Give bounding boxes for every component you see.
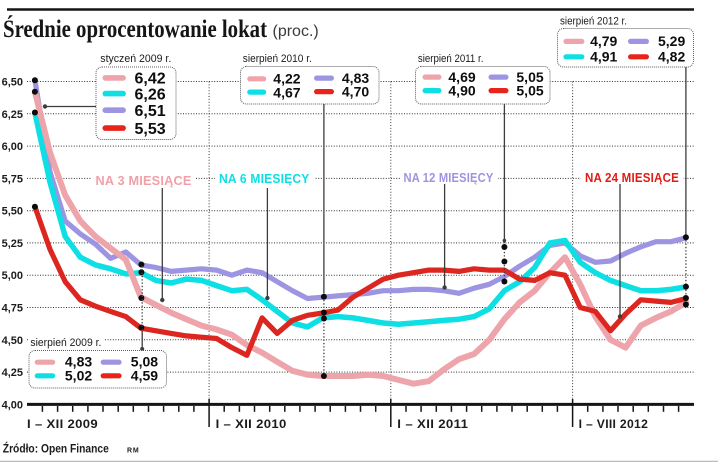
svg-text:5,00: 5,00 — [2, 270, 23, 282]
svg-text:5,75: 5,75 — [2, 173, 23, 185]
svg-text:6,26: 6,26 — [135, 87, 166, 104]
svg-text:4,22: 4,22 — [273, 71, 300, 87]
svg-text:4,90: 4,90 — [448, 83, 475, 99]
svg-text:4,59: 4,59 — [131, 368, 158, 384]
svg-text:4,69: 4,69 — [448, 69, 475, 85]
svg-text:6,51: 6,51 — [135, 103, 166, 120]
svg-text:5,50: 5,50 — [2, 206, 23, 218]
svg-text:Średnie oprocentowanie lokat: Średnie oprocentowanie lokat — [3, 15, 268, 43]
svg-text:5,05: 5,05 — [516, 69, 543, 85]
svg-text:NA 24 MIESIĄCE: NA 24 MIESIĄCE — [585, 171, 679, 185]
svg-text:sierpień 2010 r.: sierpień 2010 r. — [243, 53, 312, 65]
svg-text:I – XII 2009: I – XII 2009 — [27, 417, 98, 431]
svg-text:4,75: 4,75 — [2, 303, 23, 315]
svg-text:4,25: 4,25 — [2, 367, 23, 379]
svg-text:4,50: 4,50 — [2, 335, 23, 347]
svg-text:NA 12 MIESIĘCY: NA 12 MIESIĘCY — [404, 171, 494, 185]
svg-text:5,02: 5,02 — [65, 368, 92, 384]
svg-text:5,05: 5,05 — [516, 83, 543, 99]
svg-text:Źródło: Open Finance: Źródło: Open Finance — [3, 443, 109, 456]
svg-text:5,53: 5,53 — [135, 121, 166, 138]
svg-text:4,67: 4,67 — [273, 85, 300, 101]
svg-text:I – XII 2011: I – XII 2011 — [397, 417, 468, 431]
svg-text:sierpień 2009 r.: sierpień 2009 r. — [30, 337, 101, 349]
svg-text:6,00: 6,00 — [2, 141, 23, 153]
svg-text:(proc.): (proc.) — [273, 23, 319, 40]
svg-text:I – VIII 2012: I – VIII 2012 — [579, 417, 649, 431]
svg-text:4,83: 4,83 — [342, 70, 369, 86]
svg-text:4,79: 4,79 — [590, 33, 617, 49]
svg-text:NA 6 MIESIĘCY: NA 6 MIESIĘCY — [219, 171, 310, 186]
svg-text:4,83: 4,83 — [65, 354, 92, 370]
svg-text:5,25: 5,25 — [2, 238, 23, 250]
svg-text:I – XII 2010: I – XII 2010 — [216, 417, 287, 431]
svg-text:6,50: 6,50 — [2, 77, 23, 89]
svg-text:NA 3 MIESIĄCE: NA 3 MIESIĄCE — [96, 173, 192, 188]
svg-text:styczeń 2009 r.: styczeń 2009 r. — [100, 53, 171, 65]
svg-text:6,42: 6,42 — [135, 71, 166, 88]
svg-text:4,82: 4,82 — [658, 49, 685, 65]
svg-text:sierpień 2011 r.: sierpień 2011 r. — [418, 53, 484, 65]
svg-text:4,70: 4,70 — [342, 84, 369, 100]
svg-text:sierpień 2012 r.: sierpień 2012 r. — [560, 16, 627, 28]
svg-text:5,08: 5,08 — [131, 354, 158, 370]
svg-text:4,00: 4,00 — [2, 399, 23, 411]
svg-text:5,29: 5,29 — [658, 33, 685, 49]
svg-text:6,25: 6,25 — [2, 109, 23, 121]
svg-text:4,91: 4,91 — [590, 49, 617, 65]
svg-text:RM: RM — [127, 448, 140, 455]
